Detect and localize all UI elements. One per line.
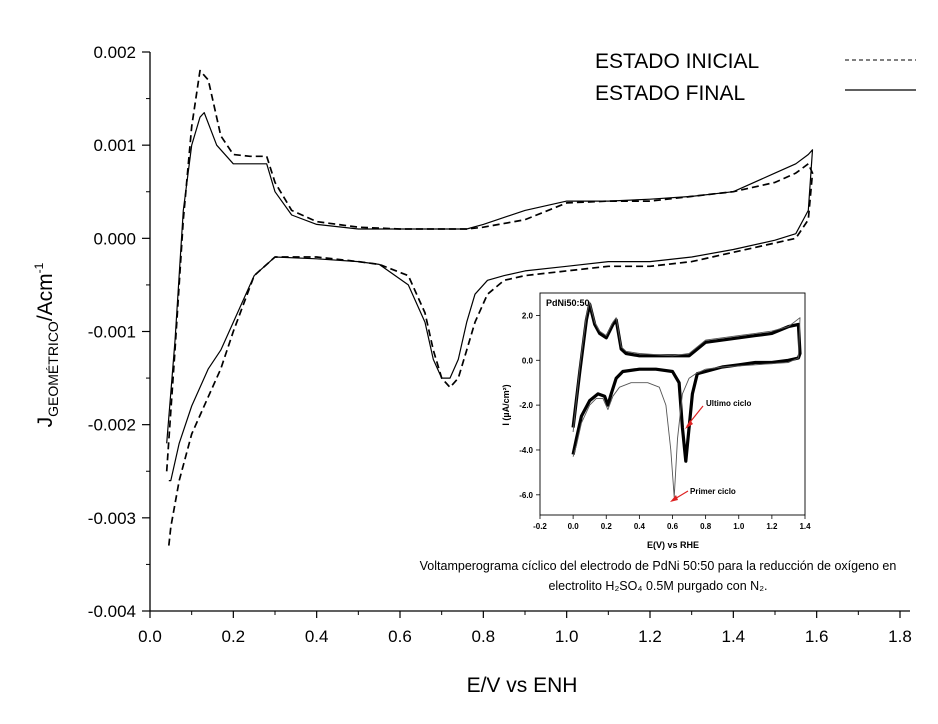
inset-axis-ticks: -0.2 0.0 0.2 0.4 0.6 0.8 1.0 1.2 1.4 2.0 0.0 -2.0 -4… (519, 311, 811, 531)
series-line-final (166, 111, 814, 482)
y-tick-label: 0.002 (93, 43, 136, 62)
x-tick-label: 1.6 (805, 627, 829, 646)
y-tick-label: -0.003 (88, 509, 136, 528)
inset-title: PdNi50:50 (546, 298, 590, 308)
inset-y-tick-label: 0.0 (522, 356, 534, 365)
inset-y-tick-label: -2.0 (519, 401, 533, 410)
x-tick-label: 1.2 (638, 627, 662, 646)
legend: ESTADO INICIAL ESTADO FINAL (595, 50, 916, 105)
inset-y-tick-label: -6.0 (519, 491, 533, 500)
inset-x-tick-label: 0.0 (568, 522, 580, 531)
inset-x-tick-label: 1.4 (799, 522, 811, 531)
inset-frame (539, 292, 806, 516)
y-tick-label: 0.000 (93, 229, 136, 248)
y-tick-label: -0.002 (88, 416, 136, 435)
inset-series-first-cycle (572, 301, 801, 498)
legend-label-initial: ESTADO INICIAL (595, 50, 759, 73)
x-tick-label: 1.8 (888, 627, 912, 646)
inset-caption-line-2: electrolito H₂SO₄ 0.5M purgado con N₂. (548, 579, 767, 593)
x-tick-label: 0.6 (388, 627, 412, 646)
y-tick-label: 0.001 (93, 136, 136, 155)
x-tick-label: 1.0 (555, 627, 579, 646)
inset-x-tick-label: 1.0 (733, 522, 745, 531)
inset-x-tick-label: 0.6 (667, 522, 679, 531)
inset-caption-line-1: Voltamperograma cíclico del electrodo de… (420, 559, 897, 573)
inset-x-tick-label: 1.2 (766, 522, 778, 531)
y-tick-label: -0.004 (88, 602, 136, 621)
inset-y-axis-title: I (µA/cm²) (501, 384, 511, 425)
x-tick-label: 1.4 (722, 627, 746, 646)
inset-x-tick-label: 0.2 (601, 522, 613, 531)
legend-label-final: ESTADO FINAL (595, 82, 745, 105)
y-axis-title-superscript: -1 (32, 262, 46, 273)
x-tick-label: 0.4 (305, 627, 329, 646)
inset-x-tick-label: 0.4 (634, 522, 646, 531)
x-tick-label: 0.8 (472, 627, 496, 646)
inset-x-tick-label: -0.2 (533, 522, 547, 531)
y-axis-title-unit: /Acm (34, 273, 57, 321)
inset-x-axis-title: E(V) vs RHE (647, 540, 699, 550)
annotation-last-cycle-label: Ultimo ciclo (706, 399, 751, 408)
inset-series-cycles (571, 302, 802, 463)
inset-chart: PdNi50:50 -0.2 0.0 0.2 0.4 0.6 0.8 1.0 1.2 1.4 2.… (420, 292, 897, 593)
x-tick-label: 0.2 (222, 627, 246, 646)
y-tick-label: -0.001 (88, 323, 136, 342)
main-chart: 0.0 0.2 0.4 0.6 0.8 1.0 1.2 1.4 1.6 1.8 0.002 0.001… (32, 43, 916, 697)
annotation-last-cycle: Ultimo ciclo (685, 399, 751, 429)
annotation-first-cycle-label: Primer ciclo (690, 487, 736, 496)
series-line-initial (165, 69, 814, 546)
inset-y-tick-label: -4.0 (519, 446, 533, 455)
main-series-group (165, 69, 814, 546)
inset-series-group (571, 301, 802, 498)
x-tick-label: 0.0 (138, 627, 162, 646)
inset-y-tick-label: 2.0 (522, 311, 534, 320)
inset-x-tick-label: 0.8 (700, 522, 712, 531)
y-axis-title-base: J (34, 417, 57, 428)
annotation-first-cycle-arrowhead (670, 495, 678, 502)
annotation-last-cycle-arrowhead (685, 420, 693, 429)
x-axis-title: E/V vs ENH (467, 674, 578, 697)
y-axis-title-subscript: GEOMÉTRICO (45, 321, 61, 417)
annotation-first-cycle: Primer ciclo (670, 487, 736, 502)
main-axis-ticks: 0.0 0.2 0.4 0.6 0.8 1.0 1.2 1.4 1.6 1.8 0.002 0.001… (88, 43, 912, 646)
y-axis-title: JGEOMÉTRICO/Acm-1 (32, 262, 61, 427)
